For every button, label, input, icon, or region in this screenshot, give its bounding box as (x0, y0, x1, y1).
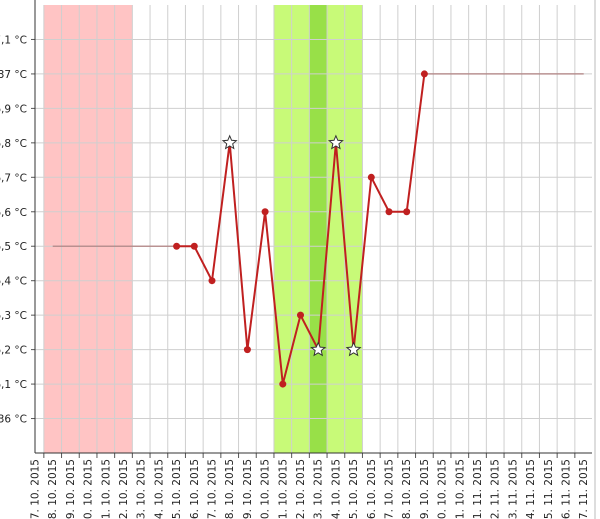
x-tick-label: 9. 10. 2015 (65, 459, 77, 519)
x-tick-label: 7. 10. 2015 (30, 459, 42, 519)
x-tick-label: 30. 10. 2015 (437, 459, 449, 519)
x-tick-label: 7. 11. 2015 (578, 459, 590, 519)
x-tick-label: 21. 10. 2015 (277, 459, 289, 519)
y-tick-label: 36,6 °C (0, 207, 27, 219)
band (309, 5, 328, 453)
x-tick-label: 5. 11. 2015 (543, 459, 555, 519)
x-tick-label: 16. 10. 2015 (189, 459, 201, 519)
x-tick-label: 2. 11. 2015 (490, 459, 502, 519)
x-tick-label: 22. 10. 2015 (295, 459, 307, 519)
y-tick-label: 36,3 °C (0, 310, 27, 322)
y-tick-label: 36,1 °C (0, 379, 27, 391)
x-tick-label: 25. 10. 2015 (348, 459, 360, 519)
point (385, 208, 393, 216)
x-tick-label: 4. 11. 2015 (525, 459, 537, 519)
x-tick-label: 29. 10. 2015 (419, 459, 431, 519)
y-tick-label: 36,5 °C (0, 241, 27, 253)
x-tick-label: 28. 10. 2015 (401, 459, 413, 519)
x-tick-label: 12. 10. 2015 (118, 459, 130, 519)
star-marker (221, 134, 238, 150)
x-tick-label: 31. 10. 2015 (454, 459, 466, 519)
y-tick-label: 36 °C (0, 414, 27, 426)
x-tick-label: 14. 10. 2015 (153, 459, 165, 519)
point (403, 208, 411, 216)
y-tick-label: 36,2 °C (0, 345, 27, 357)
x-tick-label: 8. 10. 2015 (47, 459, 59, 519)
x-tick-label: 6. 11. 2015 (561, 459, 573, 519)
x-tick-label: 27. 10. 2015 (384, 459, 396, 519)
point (279, 380, 287, 388)
x-tick-label: 10. 10. 2015 (83, 459, 95, 519)
point (420, 70, 428, 78)
point (208, 277, 216, 285)
x-tick-label: 26. 10. 2015 (366, 459, 378, 519)
y-tick-label: 37,1 °C (0, 34, 27, 46)
y-tick-label: 36,8 °C (0, 138, 27, 150)
star-marker (345, 341, 362, 357)
x-tick-label: 20. 10. 2015 (260, 459, 272, 519)
x-tick-label: 17. 10. 2015 (207, 459, 219, 519)
star-marker (310, 341, 327, 357)
y-tick-label: 37 °C (0, 69, 27, 81)
x-tick-label: 15. 10. 2015 (171, 459, 183, 519)
x-tick-label: 1. 11. 2015 (472, 459, 484, 519)
point (261, 208, 269, 216)
projection-line (52, 73, 584, 247)
x-tick-label: 23. 10. 2015 (313, 459, 325, 519)
y-tick-label: 36,7 °C (0, 172, 27, 184)
x-tick-label: 19. 10. 2015 (242, 459, 254, 519)
star-marker (327, 134, 344, 150)
band (43, 5, 133, 453)
point (173, 242, 181, 250)
x-tick-label: 3. 11. 2015 (507, 459, 519, 519)
x-tick-label: 13. 10. 2015 (136, 459, 148, 519)
y-tick-label: 36,9 °C (0, 103, 27, 115)
x-tick-label: 24. 10. 2015 (330, 459, 342, 519)
point (367, 173, 375, 181)
point (297, 311, 304, 319)
x-tick-label: 11. 10. 2015 (100, 459, 112, 519)
point (243, 346, 251, 354)
x-tick-label: 18. 10. 2015 (224, 459, 236, 519)
y-tick-label: 36,4 °C (0, 276, 27, 288)
point (190, 242, 198, 250)
